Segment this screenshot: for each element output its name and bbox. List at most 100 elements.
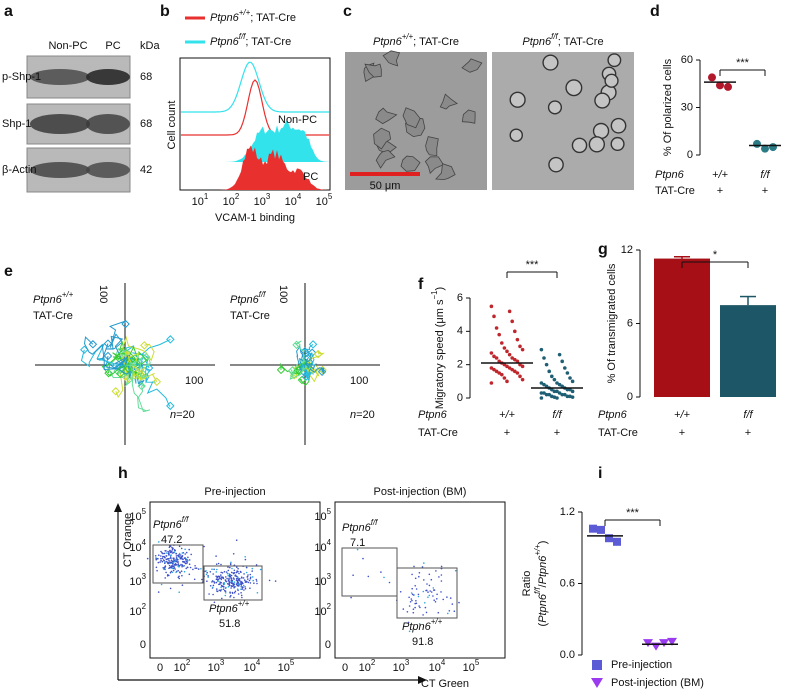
- text-segment: f/f: [259, 290, 266, 299]
- event-dot: [235, 579, 238, 582]
- cell: [509, 91, 526, 108]
- event-dot: [432, 587, 435, 589]
- panel-letter: b: [160, 3, 170, 20]
- text-segment: 10: [314, 606, 326, 618]
- data-point: [570, 379, 575, 384]
- event-dot: [418, 605, 420, 607]
- event-dot: [216, 568, 218, 571]
- data-point: [505, 349, 509, 354]
- text-segment: Ptpn6: [210, 12, 240, 24]
- event-dot: [427, 591, 429, 593]
- event-dot: [411, 587, 414, 590]
- event-dot: [235, 583, 238, 585]
- data-point: [520, 364, 525, 369]
- text-segment: 10: [314, 542, 326, 554]
- event-dot: [188, 559, 191, 561]
- event-dot: [183, 570, 186, 573]
- event-dot: [440, 574, 443, 576]
- event-dot: [213, 568, 215, 571]
- text-segment: 5: [327, 507, 332, 516]
- event-dot: [168, 546, 171, 549]
- event-dot: [181, 564, 184, 566]
- cell: [375, 149, 396, 169]
- event-dot: [159, 561, 161, 563]
- event-dot: [178, 591, 180, 593]
- text-segment: 2: [186, 658, 190, 667]
- event-dot: [406, 611, 409, 613]
- event-dot: [222, 576, 224, 579]
- y-tick-label: 12: [621, 244, 633, 256]
- event-dot: [237, 583, 239, 585]
- event-dot: [242, 577, 245, 579]
- data-point: [513, 329, 517, 334]
- event-dot: [235, 571, 238, 574]
- significance-label: *: [713, 249, 718, 261]
- y-tick-label: 0: [140, 639, 146, 651]
- text-segment: 5: [142, 507, 147, 516]
- event-dot: [174, 549, 176, 552]
- event-dot: [447, 612, 449, 615]
- data-point: [518, 344, 522, 349]
- event-dot: [220, 577, 223, 579]
- event-dot: [169, 561, 172, 564]
- event-dot: [229, 566, 231, 569]
- event-dot: [408, 596, 410, 599]
- event-dot: [235, 577, 238, 580]
- text-segment: 3: [220, 658, 225, 667]
- event-dot: [189, 566, 192, 569]
- event-dot: [218, 575, 220, 578]
- text-segment: Ptpn6: [373, 36, 403, 48]
- track-end: [276, 365, 286, 375]
- data-point: [502, 346, 507, 350]
- event-dot: [413, 565, 415, 568]
- event-dot: [175, 555, 178, 557]
- y-tick-label: 0.6: [560, 577, 575, 589]
- event-dot: [417, 593, 420, 596]
- event-dot: [249, 576, 252, 579]
- text-segment: Ptpn6: [402, 621, 432, 633]
- n-label: n=20: [170, 409, 195, 421]
- event-dot: [240, 586, 243, 588]
- event-dot: [234, 586, 237, 588]
- event-dot: [174, 568, 176, 570]
- text-segment: 3: [266, 192, 271, 201]
- y-tick-label: 0: [457, 392, 463, 404]
- significance-label: ***: [526, 259, 540, 271]
- event-dot: [181, 555, 184, 557]
- event-dot: [229, 591, 231, 593]
- event-dot: [238, 579, 240, 581]
- event-dot: [231, 567, 233, 570]
- event-dot: [402, 608, 405, 610]
- event-dot: [173, 567, 175, 570]
- event-dot: [169, 571, 172, 574]
- event-dot: [168, 564, 171, 567]
- event-dot: [356, 548, 359, 551]
- event-dot: [408, 605, 411, 607]
- event-dot: [230, 577, 233, 580]
- data-point: [510, 356, 514, 360]
- event-dot: [205, 573, 208, 576]
- genotype-label: Ptpn6f/f: [230, 290, 266, 306]
- event-dot: [249, 582, 252, 584]
- data-point: [560, 392, 564, 397]
- y-axis-label: % Of transmigrated cells: [606, 263, 618, 383]
- cell: [547, 100, 563, 115]
- gate-value: 47.2: [161, 534, 182, 546]
- text-segment: 5: [328, 192, 333, 201]
- event-dot: [160, 555, 162, 557]
- event-dot: [192, 568, 194, 571]
- event-dot: [237, 584, 239, 587]
- event-dot: [243, 573, 245, 575]
- event-dot: [161, 557, 164, 560]
- event-dot: [429, 590, 432, 592]
- event-dot: [415, 602, 418, 605]
- event-dot: [206, 571, 208, 574]
- text-segment: 5: [290, 658, 295, 667]
- data-point: [544, 392, 549, 397]
- text-segment: Ptpn6: [230, 294, 260, 306]
- category-label: f/f: [760, 169, 770, 181]
- image-title: Ptpn6+/+; TAT-Cre: [373, 32, 459, 48]
- cell: [565, 79, 583, 97]
- event-dot: [183, 560, 185, 563]
- event-dot: [425, 611, 428, 614]
